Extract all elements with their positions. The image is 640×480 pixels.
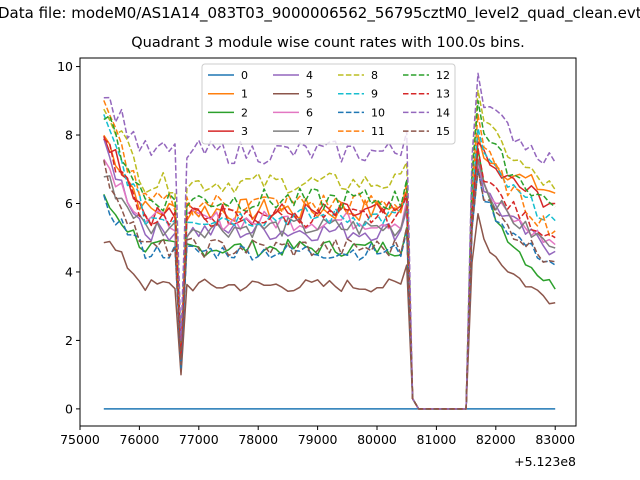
legend-label-15: 15	[436, 125, 450, 138]
series-layer	[103, 72, 556, 410]
series-line-2	[103, 147, 556, 410]
y-tick-label: 10	[57, 59, 73, 74]
x-tick-label: 75000	[60, 432, 100, 447]
legend-label-13: 13	[436, 88, 450, 101]
series-line-13	[103, 138, 556, 410]
figure-suptitle: Data file: modeM0/AS1A14_083T03_90000065…	[0, 4, 640, 22]
legend-label-8: 8	[371, 69, 378, 82]
series-line-3	[103, 135, 556, 410]
ticks-layer: 75000 76000 77000 78000 79000 80000 81000 82000…	[57, 59, 575, 447]
legend-label-2: 2	[241, 106, 248, 119]
y-tick-label: 6	[65, 196, 73, 211]
series-line-4	[103, 138, 556, 410]
y-tick-label: 4	[65, 264, 73, 279]
legend-label-1: 1	[241, 88, 248, 101]
y-tick-label: 2	[65, 333, 73, 348]
axes-frame	[79, 57, 577, 427]
legend-label-12: 12	[436, 69, 450, 82]
y-tick-label: 0	[65, 401, 73, 416]
x-tick-label: 83000	[535, 432, 575, 447]
x-tick-label: 77000	[179, 432, 219, 447]
legend-label-11: 11	[371, 125, 385, 138]
legend-label-7: 7	[306, 125, 313, 138]
legend-label-6: 6	[306, 106, 313, 119]
series-line-11	[103, 100, 556, 410]
x-tick-label: 78000	[238, 432, 278, 447]
legend-label-10: 10	[371, 106, 385, 119]
x-tick-label: 79000	[298, 432, 338, 447]
x-tick-label: 76000	[120, 432, 160, 447]
series-line-5	[103, 213, 556, 410]
x-offset-label: +5.123e8	[514, 454, 576, 469]
legend-label-4: 4	[306, 69, 313, 82]
series-line-12	[103, 100, 556, 410]
series-line-15	[103, 160, 556, 410]
x-tick-label: 82000	[476, 432, 516, 447]
legend-label-9: 9	[371, 88, 378, 101]
legend-label-5: 5	[306, 88, 313, 101]
x-tick-label: 81000	[417, 432, 457, 447]
legend-label-0: 0	[241, 69, 248, 82]
y-tick-label: 8	[65, 128, 73, 143]
series-line-8	[103, 89, 556, 410]
x-tick-label: 80000	[357, 432, 397, 447]
legend-label-14: 14	[436, 106, 450, 119]
series-line-1	[103, 134, 556, 410]
legend-label-3: 3	[241, 125, 248, 138]
chart-title: Quadrant 3 module wise count rates with …	[131, 35, 525, 51]
legend-box	[201, 63, 456, 145]
